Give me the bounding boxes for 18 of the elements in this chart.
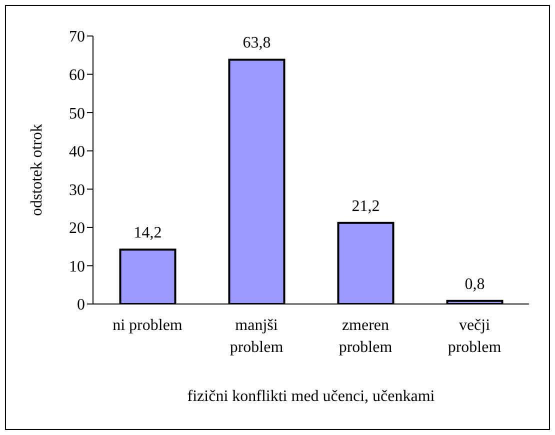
data-label: 63,8 — [242, 34, 271, 52]
y-tick-label: 30 — [69, 182, 85, 199]
y-tick-label: 20 — [69, 220, 85, 238]
y-tick-label: 70 — [69, 28, 85, 46]
x-tick-label: ni problem — [112, 317, 183, 334]
x-tick-label: manjši problem — [230, 317, 284, 356]
y-tick-label: 50 — [69, 105, 85, 122]
x-tick-label: večji problem — [448, 317, 502, 356]
y-tick-label: 40 — [69, 144, 85, 161]
data-label: 0,8 — [464, 276, 485, 293]
x-axis-title: fizični konflikti med učenci, učenkami — [187, 388, 436, 405]
data-label: 21,2 — [352, 198, 380, 215]
y-tick-label: 10 — [69, 258, 85, 276]
y-axis-title: odstotek otrok — [28, 124, 46, 216]
data-label: 14,2 — [134, 224, 162, 242]
y-tick-label: 60 — [69, 66, 85, 84]
y-tick-label: 0 — [77, 296, 85, 314]
x-tick-label: zmeren problem — [338, 317, 393, 356]
